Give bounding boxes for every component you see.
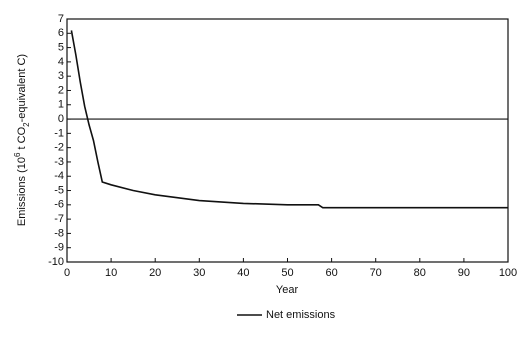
y-label-part: -equivalent C) xyxy=(16,54,28,122)
y-tick-label: -3 xyxy=(54,156,64,168)
x-tick-label: 50 xyxy=(281,267,293,279)
x-tick-label: 100 xyxy=(499,267,517,279)
x-tick-label: 70 xyxy=(370,267,382,279)
y-tick-label: 2 xyxy=(58,84,64,96)
y-tick-label: 1 xyxy=(58,99,64,111)
x-tick-label: 30 xyxy=(193,267,205,279)
y-tick-label: 3 xyxy=(58,70,64,82)
y-tick-label: -5 xyxy=(54,184,64,196)
data-line xyxy=(70,30,508,209)
y-tick-label: -10 xyxy=(48,256,64,268)
x-tick-label: 20 xyxy=(149,267,161,279)
y-tick-label: 6 xyxy=(58,27,64,39)
x-tick-label: 40 xyxy=(237,267,249,279)
plot-frame xyxy=(66,18,509,263)
y-tick-label: -8 xyxy=(54,227,64,239)
y-label-part: 6 xyxy=(13,152,22,157)
y-tick-label: -9 xyxy=(54,242,64,254)
y-label-part: 2 xyxy=(22,122,31,127)
y-tick-label: 4 xyxy=(58,56,64,68)
y-tick-label: -1 xyxy=(54,127,64,139)
y-tick-label: -4 xyxy=(54,170,64,182)
x-axis-label: Year xyxy=(276,284,299,296)
x-tick-label: 80 xyxy=(414,267,426,279)
y-label-part: t CO xyxy=(16,126,28,152)
x-tick-label: 90 xyxy=(458,267,470,279)
x-tick-label: 60 xyxy=(325,267,337,279)
y-tick-label: 7 xyxy=(58,13,64,25)
y-tick-label: 5 xyxy=(58,41,64,53)
legend-label: Net emissions xyxy=(266,309,336,321)
y-label-part: Emissions (10 xyxy=(16,157,28,226)
y-axis-label: Emissions (106 t CO2-equivalent C) xyxy=(13,54,31,226)
x-tick-label: 10 xyxy=(105,267,117,279)
y-tick-label: -6 xyxy=(54,199,64,211)
y-tick-label: -7 xyxy=(54,213,64,225)
y-tick-label: -2 xyxy=(54,142,64,154)
x-tick-label: 0 xyxy=(64,267,70,279)
y-tick-label: 0 xyxy=(58,113,64,125)
